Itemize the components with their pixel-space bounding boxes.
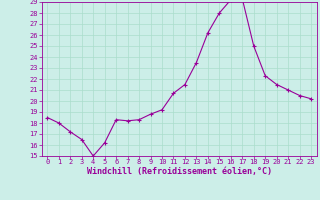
X-axis label: Windchill (Refroidissement éolien,°C): Windchill (Refroidissement éolien,°C) <box>87 167 272 176</box>
